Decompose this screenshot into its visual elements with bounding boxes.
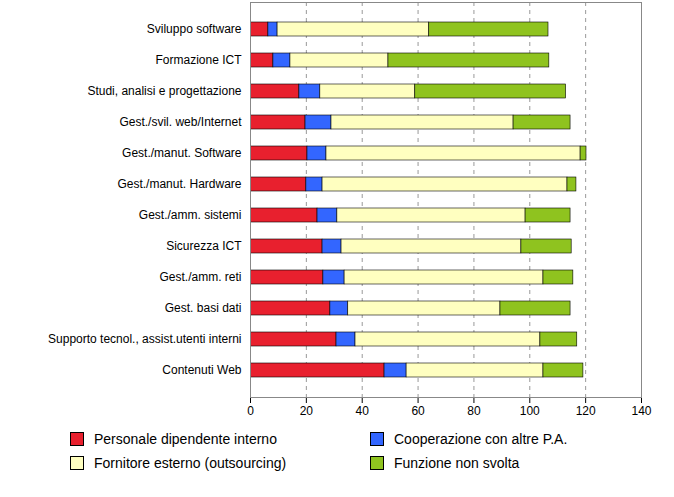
- svg-text:80: 80: [467, 404, 481, 418]
- svg-text:120: 120: [576, 404, 596, 418]
- svg-text:Gest./manut. Hardware: Gest./manut. Hardware: [117, 177, 241, 191]
- svg-text:Formazione ICT: Formazione ICT: [155, 53, 242, 67]
- svg-text:20: 20: [300, 404, 314, 418]
- html-text:Funzione non svolta: Funzione non svolta: [394, 455, 520, 471]
- svg-text:Contenuti Web: Contenuti Web: [162, 363, 241, 377]
- svg-text:Gest./svil. web/Internet: Gest./svil. web/Internet: [119, 115, 242, 129]
- svg-text:Gest. basi dati: Gest. basi dati: [165, 301, 242, 315]
- svg-text:Sviluppo software: Sviluppo software: [147, 22, 242, 36]
- svg-text:40: 40: [356, 404, 370, 418]
- svg-text:0: 0: [247, 404, 254, 418]
- html-text:Cooperazione con altre P.A.: Cooperazione con altre P.A.: [394, 431, 568, 447]
- svg-text:Gest./manut. Software: Gest./manut. Software: [122, 146, 242, 160]
- html-text:Fornitore esterno (outsourcing: Fornitore esterno (outsourcing): [94, 455, 287, 471]
- svg-text:Gest./amm. sistemi: Gest./amm. sistemi: [139, 208, 242, 222]
- svg-text:Gest./amm. reti: Gest./amm. reti: [159, 270, 241, 284]
- svg-text:Sicurezza ICT: Sicurezza ICT: [166, 239, 242, 253]
- svg-text:100: 100: [520, 404, 540, 418]
- svg-text:Supporto tecnol., assist.utent: Supporto tecnol., assist.utenti interni: [48, 332, 241, 346]
- svg-text:60: 60: [411, 404, 425, 418]
- html-text:Personale dipendente interno: Personale dipendente interno: [94, 431, 277, 447]
- svg-text:Studi, analisi e progettazione: Studi, analisi e progettazione: [87, 84, 241, 98]
- svg-text:140: 140: [631, 404, 651, 418]
